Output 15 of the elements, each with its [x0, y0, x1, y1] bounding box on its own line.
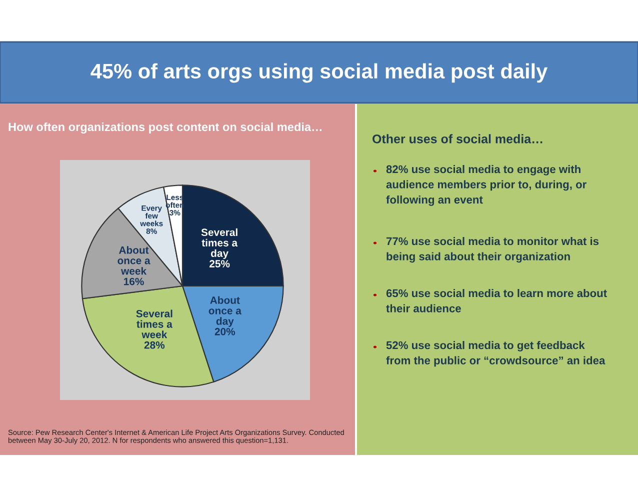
chart-subtitle: How often organizations post content on social media… [8, 122, 322, 134]
slice-label: About once a week [118, 246, 150, 275]
text: Other uses of social media… [372, 134, 542, 144]
text: 65% use social media to learn more about their audience [386, 289, 607, 312]
data-label: 16% [124, 278, 144, 286]
slice-label: Several times a day [201, 228, 238, 260]
text: 82% use social media to engage with audience members prior to, during, or following an event [386, 165, 586, 206]
slice-label: Several times a week [136, 310, 172, 338]
text: 77% use social media to monitor what is being said about their organization [386, 237, 599, 263]
data-label: 20% [214, 328, 236, 336]
text: 52% use social media to get feedback from the public or “crowdsource” an idea [386, 341, 606, 367]
chart-title: 45% of arts orgs using social media post daily [90, 63, 548, 83]
data-label: 28% [144, 341, 165, 349]
slice-label: About once a day [208, 296, 242, 327]
data-label: 25% [210, 260, 230, 268]
